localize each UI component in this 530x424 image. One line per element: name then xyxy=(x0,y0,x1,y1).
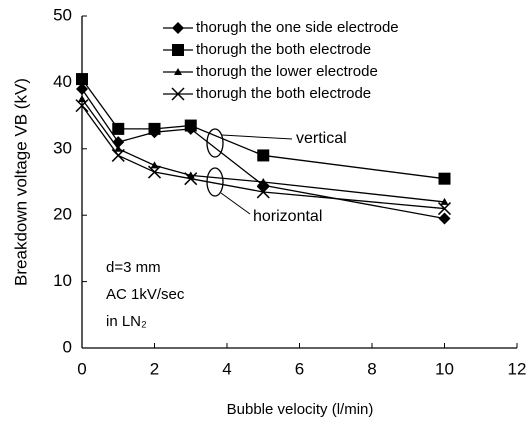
marker xyxy=(256,185,270,199)
marker xyxy=(114,144,123,152)
marker xyxy=(174,68,182,75)
marker xyxy=(148,122,161,135)
y-tick-label: 0 xyxy=(63,337,72,356)
marker xyxy=(76,73,88,86)
series-line xyxy=(81,88,445,220)
marker xyxy=(171,87,185,101)
marker xyxy=(111,148,125,162)
legend-label: thorugh the one side electrode xyxy=(196,19,399,36)
marker xyxy=(76,83,88,96)
y-tick-label: 30 xyxy=(53,138,72,157)
annotation: horizontal xyxy=(253,208,322,225)
y-axis-label: Breakdown voltage VB (kV) xyxy=(11,78,30,286)
x-tick-label: 4 xyxy=(222,359,231,378)
marker xyxy=(150,161,159,169)
marker xyxy=(437,202,452,216)
marker xyxy=(257,149,270,162)
annotation: vertical xyxy=(296,130,347,147)
annotation: AC 1kV/sec xyxy=(106,286,185,303)
marker xyxy=(75,99,89,113)
leader-line xyxy=(221,134,293,140)
y-tick-label: 10 xyxy=(53,271,72,290)
legend-label: thorugh the both electrode xyxy=(196,41,371,58)
marker xyxy=(147,165,162,179)
legend-label: thorugh the both electrode xyxy=(196,85,371,102)
series-line xyxy=(81,98,445,203)
marker xyxy=(259,178,268,185)
marker xyxy=(184,172,198,186)
leader-line xyxy=(220,192,251,215)
annotation: in LN₂ xyxy=(106,313,147,330)
ellipse xyxy=(206,128,224,158)
marker xyxy=(172,22,184,34)
x-tick-label: 0 xyxy=(77,359,86,378)
x-axis-label: Bubble velocity (l/min) xyxy=(227,401,374,418)
y-tick-label: 40 xyxy=(53,72,72,91)
x-tick-label: 12 xyxy=(508,359,527,378)
annotation: d=3 mm xyxy=(106,259,161,276)
x-tick-label: 10 xyxy=(435,359,454,378)
series-line xyxy=(81,78,445,180)
marker xyxy=(184,119,197,132)
marker xyxy=(438,172,451,185)
x-tick-label: 2 xyxy=(150,359,159,378)
y-tick-label: 50 xyxy=(53,5,72,24)
marker xyxy=(112,122,125,135)
y-tick-label: 20 xyxy=(53,205,72,224)
x-tick-label: 8 xyxy=(367,359,376,378)
marker xyxy=(172,44,184,56)
marker xyxy=(440,197,449,205)
series-line xyxy=(81,105,445,210)
legend-label: thorugh the lower electrode xyxy=(196,63,378,80)
x-tick-label: 6 xyxy=(295,359,304,378)
marker xyxy=(78,95,86,102)
marker xyxy=(438,212,451,225)
